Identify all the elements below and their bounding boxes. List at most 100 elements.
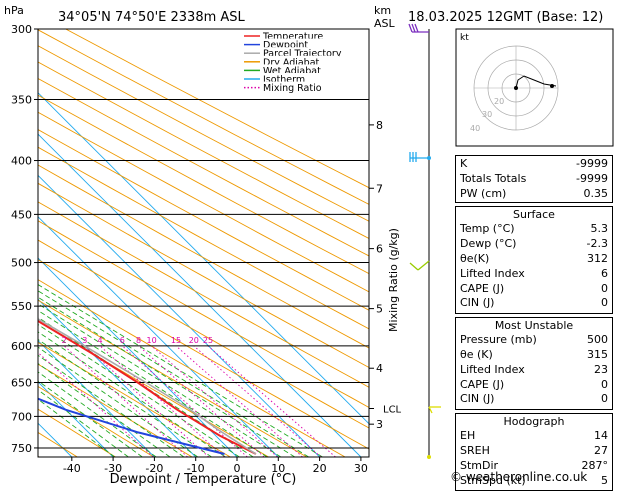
mixing-ratio-axis-label: Mixing Ratio (g/kg)	[387, 228, 400, 332]
index-value: 27	[568, 444, 608, 459]
km-tick-label: 6	[376, 243, 383, 256]
index-row: SREH 27	[460, 444, 608, 459]
pressure-tick-label: 500	[11, 257, 32, 270]
temperature-tick-label: 30	[354, 462, 368, 475]
mixing-ratio-label: 10	[147, 336, 157, 345]
index-row: K -9999	[460, 157, 608, 172]
index-label: θe(K)	[460, 252, 489, 267]
hodograph: kt 40 30 20	[456, 29, 613, 146]
index-label: Pressure (mb)	[460, 333, 537, 348]
pressure-unit: hPa	[4, 4, 24, 17]
hodograph-end	[550, 84, 554, 88]
pressure-tick-label: 650	[11, 377, 32, 390]
index-value: -9999	[568, 172, 608, 187]
hodograph-ring-label-40: 40	[470, 124, 480, 133]
mixing-ratio-label: 3	[82, 336, 87, 345]
km-tick-label: 4	[376, 362, 383, 375]
pressure-tick-label: 350	[11, 93, 32, 106]
mixing-ratio-label: 6	[120, 336, 125, 345]
wind-barbs	[409, 24, 441, 459]
km-unit: km	[374, 4, 391, 17]
index-value: 14	[568, 429, 608, 444]
index-label: Lifted Index	[460, 363, 525, 378]
index-row: CIN (J) 0	[460, 392, 608, 407]
mixing-ratio-label: 4	[98, 336, 103, 345]
index-label: PW (cm)	[460, 187, 506, 202]
index-label: θe (K)	[460, 348, 493, 363]
asl-unit: ASL	[374, 17, 396, 30]
index-row: Lifted Index 6	[460, 267, 608, 282]
pressure-tick-label: 400	[11, 155, 32, 168]
credit-label: © weatheronline.co.uk	[450, 470, 587, 484]
index-label: Lifted Index	[460, 267, 525, 282]
mixing-ratio-label: 20	[189, 336, 199, 345]
mixing-ratio-lines	[31, 346, 336, 457]
index-row: Totals Totals -9999	[460, 172, 608, 187]
hodograph-ring-label-30: 30	[482, 110, 492, 119]
temperature-tick-label: 20	[313, 462, 327, 475]
hodograph-unit: kt	[460, 33, 469, 43]
index-value: 23	[568, 363, 608, 378]
index-value: -9999	[568, 157, 608, 172]
wind-barb-700	[429, 407, 441, 413]
index-value: 0.35	[568, 187, 608, 202]
wind-barb-400	[410, 152, 429, 162]
index-row: Dewp (°C) -2.3	[460, 237, 608, 252]
index-value: -2.3	[568, 237, 608, 252]
index-row: EH 14	[460, 429, 608, 444]
pressure-tick-label: 300	[11, 23, 32, 36]
location-label: 34°05'N 74°50'E 2338m ASL	[58, 10, 246, 25]
index-value: 6	[568, 267, 608, 282]
wind-dot-400	[427, 156, 431, 160]
mixing-ratio-label: 2	[62, 336, 67, 345]
km-tick-label: 8	[376, 119, 383, 132]
mixing-ratio-label: 8	[136, 336, 141, 345]
index-row: Temp (°C) 5.3	[460, 222, 608, 237]
pressure-tick-label: 750	[11, 442, 32, 455]
hodograph-origin	[514, 86, 518, 90]
index-label: Dewp (°C)	[460, 237, 516, 252]
index-label: Totals Totals	[460, 172, 526, 187]
index-value: 312	[568, 252, 608, 267]
isotherm-line	[0, 29, 237, 457]
index-value: 315	[568, 348, 608, 363]
index-label: SREH	[460, 444, 490, 459]
dry-adiabat-line	[0, 29, 269, 457]
wind-barb-500	[410, 261, 429, 270]
index-label: CAPE (J)	[460, 282, 504, 297]
most-unstable-title: Most Unstable	[460, 319, 608, 333]
legend-entry: Mixing Ratio	[263, 83, 322, 94]
index-value: 0	[568, 378, 608, 393]
index-label: Temp (°C)	[460, 222, 515, 237]
wind-dot-surface	[427, 455, 431, 459]
index-value: 5.3	[568, 222, 608, 237]
index-row: PW (cm) 0.35	[460, 187, 608, 202]
lcl-label: LCL	[383, 404, 402, 415]
index-row: Lifted Index 23	[460, 363, 608, 378]
index-row: CAPE (J) 0	[460, 378, 608, 393]
hodograph-ring-label-20: 20	[494, 97, 504, 106]
index-label: CAPE (J)	[460, 378, 504, 393]
index-row: Pressure (mb)500	[460, 333, 608, 348]
pressure-tick-label: 700	[11, 410, 32, 423]
mixing-ratio-line	[194, 346, 321, 457]
wind-barb-300	[409, 24, 429, 32]
index-label: CIN (J)	[460, 296, 494, 311]
pressure-tick-label: 600	[11, 340, 32, 353]
index-value: 0	[568, 296, 608, 311]
datetime-label: 18.03.2025 12GMT (Base: 12)	[408, 10, 603, 25]
dry-adiabat-line	[0, 29, 498, 457]
index-value: 0	[568, 392, 608, 407]
km-tick-label: 3	[376, 418, 383, 431]
temperature-tick-label: -40	[63, 462, 81, 475]
index-label: K	[460, 157, 467, 172]
index-label: EH	[460, 429, 475, 444]
mixing-ratio-label: 25	[203, 336, 213, 345]
indices-top: K -9999 Totals Totals -9999 PW (cm) 0.35	[455, 155, 613, 203]
index-label: CIN (J)	[460, 392, 494, 407]
